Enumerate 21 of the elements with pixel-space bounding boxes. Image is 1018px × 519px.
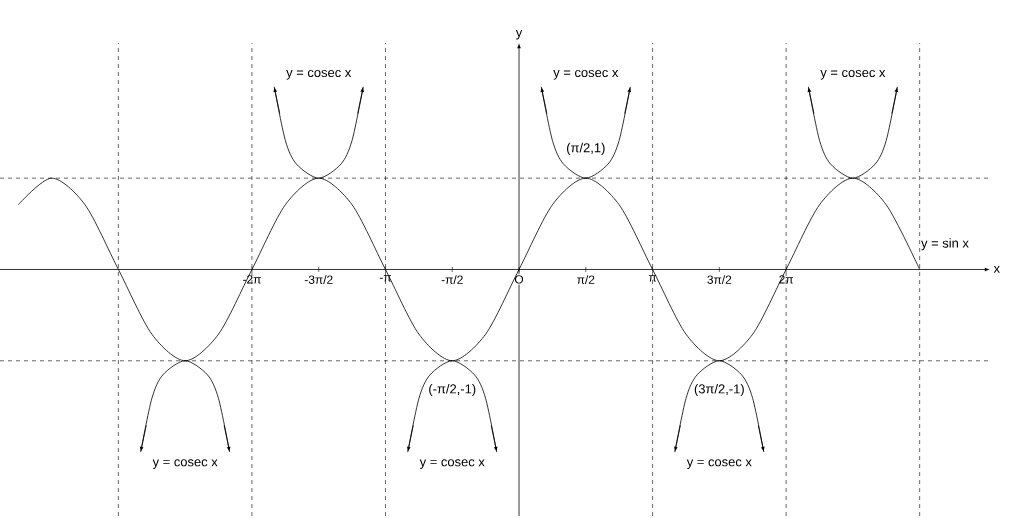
- x-axis-title: x: [993, 266, 1000, 273]
- text: y = cosec x: [419, 459, 485, 469]
- text: y = cosec x: [286, 69, 352, 80]
- x-tick-label: -π/2: [441, 275, 463, 284]
- x-tick-label: O: [514, 275, 524, 284]
- text: y = cosec x: [152, 459, 218, 469]
- x-tick-label: -2π: [243, 275, 261, 284]
- annotation: y = sin x: [921, 238, 969, 251]
- x-tick-label: 2π: [779, 275, 794, 284]
- y-axis-title: y: [515, 29, 523, 40]
- annotation: (π/2,1): [567, 142, 605, 155]
- text: y = cosec x: [820, 69, 886, 80]
- x-tick-label: π/2: [577, 275, 595, 284]
- x-tick-label: π: [648, 275, 657, 282]
- x-tick-label: -3π/2: [304, 275, 333, 284]
- annotation: (3π/2,-1): [694, 383, 744, 397]
- text: y = cosec x: [553, 69, 619, 80]
- annotation: (-π/2,-1): [429, 383, 476, 397]
- x-tick-label: 3π/2: [707, 275, 732, 284]
- x-tick-label: -π: [379, 275, 392, 282]
- text: y = cosec x: [686, 459, 752, 469]
